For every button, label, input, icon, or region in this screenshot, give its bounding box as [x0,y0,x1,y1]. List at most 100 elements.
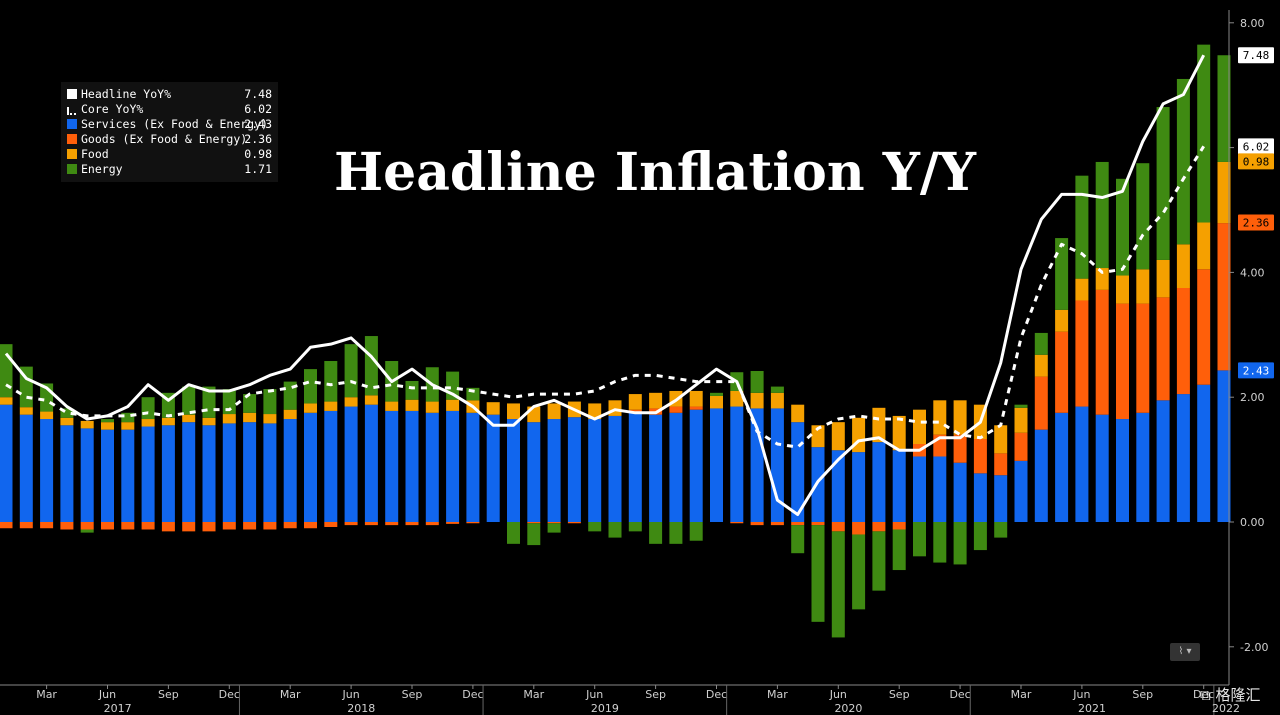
watermark-text: 格隆汇 [1215,686,1261,704]
bar-food [1176,244,1190,288]
legend-item-headline: Headline YoY% 7.48 [67,87,272,102]
x-tick-label: Sep [158,688,179,701]
bar-goods-ex-food-energy [1217,223,1231,371]
bar-services-ex-food-energy [446,410,460,522]
bar-goods-ex-food-energy [121,522,135,530]
value-tag-label: 6.02 [1243,140,1270,153]
value-tag [1238,153,1274,170]
bar-food [710,395,723,409]
bar-goods-ex-food-energy [364,522,378,526]
bar-food [892,415,906,451]
bar-food [1136,269,1150,304]
x-tick-label: Mar [767,688,788,701]
bar-services-ex-food-energy [263,423,277,522]
bar-energy [0,344,13,398]
bar-energy [953,522,967,565]
bar-energy [994,522,1008,538]
bar-food [385,401,399,411]
bar-services-ex-food-energy [527,422,541,522]
bar-goods-ex-food-energy [405,522,419,526]
bar-energy [1116,178,1129,276]
bar-services-ex-food-energy [649,414,663,522]
bar-food [121,422,135,430]
bar-food [19,407,33,415]
bar-services-ex-food-energy [364,404,378,522]
bar-services-ex-food-energy [852,452,866,522]
bar-food [689,390,703,407]
bar-food [202,417,216,426]
bar-services-ex-food-energy [913,456,926,522]
bar-energy [182,386,196,415]
legend: Headline YoY% 7.48 Core YoY% 6.02 Servic… [61,82,278,182]
bar-food [953,400,967,435]
bar-services-ex-food-energy [872,442,886,522]
bar-goods-ex-food-energy [567,522,581,524]
bar-goods-ex-food-energy [750,522,764,526]
bar-goods-ex-food-energy [831,522,845,532]
bar-goods-ex-food-energy [161,522,175,532]
bar-energy [344,344,358,398]
bar-energy [791,525,805,554]
bar-services-ex-food-energy [689,409,703,522]
y-tick-label: 2.00 [1240,391,1265,404]
x-tick-label: Mar [1011,688,1032,701]
bar-goods-ex-food-energy [1034,376,1048,430]
bar-services-ex-food-energy [1116,419,1129,522]
bar-energy [101,419,114,423]
bar-goods-ex-food-energy [1136,303,1150,413]
bar-services-ex-food-energy [344,406,358,522]
bar-services-ex-food-energy [1095,414,1109,522]
legend-label: Services (Ex Food & Energy) [81,117,268,131]
bar-services-ex-food-energy [1217,370,1231,522]
bar-goods-ex-food-energy [425,522,439,526]
bar-goods-ex-food-energy [304,522,317,529]
bar-services-ex-food-energy [385,410,399,522]
bar-services-ex-food-energy [1055,412,1069,522]
bar-goods-ex-food-energy [953,434,967,463]
bar-services-ex-food-energy [1156,400,1170,522]
bar-energy [913,522,926,557]
bar-services-ex-food-energy [80,428,94,522]
bar-energy [1034,332,1048,355]
bar-services-ex-food-energy [182,422,196,522]
x-tick-label: Dec [219,688,240,701]
bar-energy [588,522,602,532]
bar-energy [750,370,764,393]
legend-swatch-core [67,107,76,115]
bar-goods-ex-food-energy [791,522,805,526]
bar-food [1116,275,1129,304]
bar-energy [304,369,317,404]
headline-yoy-line [4,54,1206,517]
bar-energy [1075,175,1089,279]
bar-services-ex-food-energy [811,447,825,522]
bar-goods-ex-food-energy [1014,432,1028,461]
bar-goods-ex-food-energy [324,522,338,527]
x-tick-label: Dec [462,688,483,701]
bar-services-ex-food-energy [121,429,135,522]
y-tick-label: -2.00 [1240,641,1268,654]
legend-swatch-food [67,149,77,159]
bar-services-ex-food-energy [60,425,74,522]
bar-energy [1055,238,1069,310]
bar-food [1217,161,1231,224]
x-year-label: 2017 [104,702,132,715]
bar-services-ex-food-energy [1014,460,1028,522]
legend-value: 2.43 [244,117,272,131]
x-tick-label: Dec [1193,688,1214,701]
legend-label: Energy [81,162,123,176]
bar-services-ex-food-energy [507,419,520,522]
bar-goods-ex-food-energy [770,522,784,526]
bar-services-ex-food-energy [1197,384,1211,522]
chart-type-button[interactable]: ⌇ ▾ [1170,643,1200,661]
bar-goods-ex-food-energy [852,522,866,535]
bar-services-ex-food-energy [973,473,987,522]
bar-food [263,414,277,424]
bar-goods-ex-food-energy [1075,300,1089,407]
x-tick-label: Jun [1072,688,1090,701]
bar-food [222,414,236,424]
bar-energy [689,522,703,541]
bar-services-ex-food-energy [588,419,602,522]
bar-goods-ex-food-energy [547,522,561,524]
bar-services-ex-food-energy [425,412,439,522]
bar-energy [649,522,663,544]
